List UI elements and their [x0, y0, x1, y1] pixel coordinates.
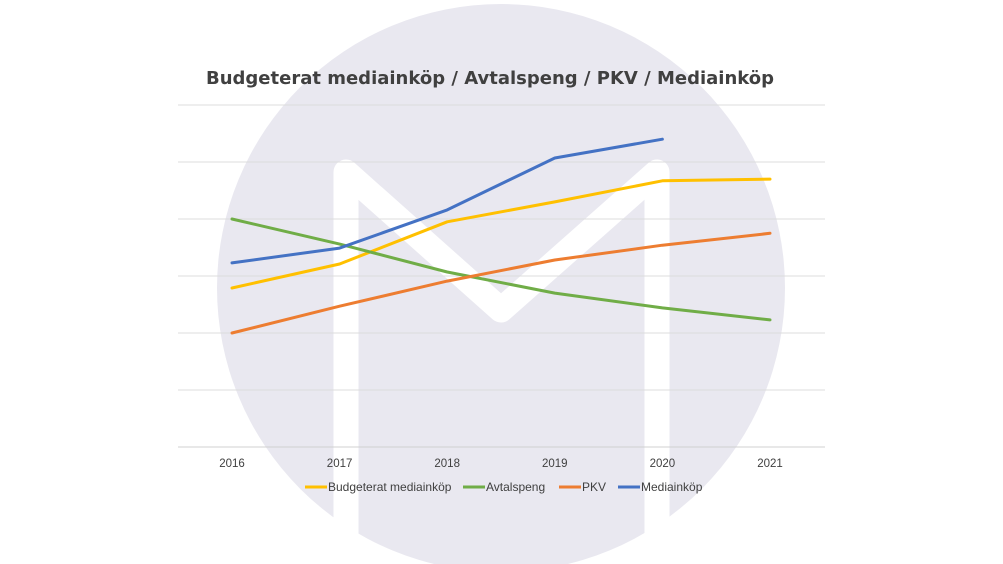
- background-logo-m: [333, 159, 670, 564]
- legend-label: Avtalspeng: [486, 480, 545, 494]
- legend: Budgeterat mediainköp Avtalspeng PKV Mediai…: [305, 480, 703, 494]
- series-line-budgeterat-mediaink-p: [230, 177, 772, 290]
- legend-label: Mediainköp: [641, 480, 703, 494]
- x-axis: 2016 2017 2018 2019 2020 2021: [219, 458, 783, 470]
- x-tick-label: 2021: [757, 458, 783, 470]
- legend-item: Budgeterat mediainköp: [305, 480, 452, 494]
- x-tick-label: 2019: [542, 458, 568, 470]
- legend-item: Avtalspeng: [463, 480, 545, 494]
- series-lines: [230, 137, 772, 335]
- gridlines: [178, 104, 825, 448]
- series-line-mediaink-p: [230, 137, 664, 265]
- chart-title: Budgeterat mediainköp / Avtalspeng / PKV…: [206, 68, 774, 89]
- x-tick-label: 2017: [327, 458, 353, 470]
- series-line-pkv: [230, 231, 772, 335]
- series-line-avtalspeng: [230, 217, 772, 322]
- legend-label: Budgeterat mediainköp: [328, 480, 452, 494]
- legend-label: PKV: [582, 480, 606, 494]
- legend-item: Mediainköp: [618, 480, 703, 494]
- legend-item: PKV: [559, 480, 606, 494]
- x-tick-label: 2016: [219, 458, 245, 470]
- x-tick-label: 2020: [650, 458, 676, 470]
- x-tick-label: 2018: [434, 458, 460, 470]
